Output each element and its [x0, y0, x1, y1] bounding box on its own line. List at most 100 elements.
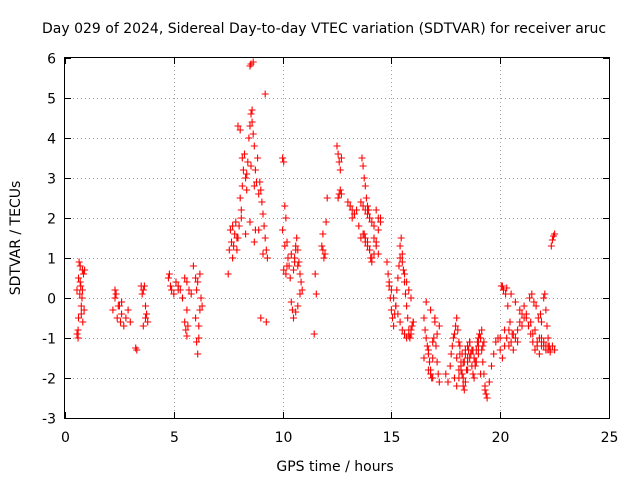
data-point	[80, 306, 88, 314]
data-point	[478, 346, 486, 354]
data-point	[281, 242, 289, 250]
data-point	[320, 254, 328, 262]
x-axis-label: GPS time / hours	[276, 459, 393, 475]
data-point	[362, 194, 370, 202]
data-point	[514, 326, 522, 334]
data-point	[374, 250, 382, 258]
data-point	[424, 366, 432, 374]
data-point	[525, 322, 532, 330]
data-point	[455, 374, 463, 382]
y-tick-label: 0	[47, 292, 56, 308]
data-point	[492, 338, 500, 346]
data-point	[453, 354, 461, 362]
data-point	[409, 318, 417, 326]
data-point	[225, 246, 233, 254]
data-point	[448, 342, 456, 350]
data-point	[233, 234, 241, 242]
data-point	[196, 270, 204, 278]
data-point	[396, 242, 404, 250]
data-point	[431, 314, 439, 322]
data-point	[359, 202, 367, 210]
data-point	[466, 354, 474, 362]
data-point	[296, 290, 304, 298]
data-point	[238, 182, 246, 190]
data-point	[398, 250, 406, 258]
data-point	[238, 154, 246, 162]
data-point	[401, 330, 408, 338]
data-point	[195, 334, 203, 342]
data-point	[361, 206, 369, 214]
data-point	[74, 334, 82, 342]
data-point	[394, 274, 402, 282]
data-point	[112, 290, 120, 298]
data-point	[430, 334, 438, 342]
data-point	[506, 318, 514, 326]
data-point	[261, 234, 269, 242]
data-point	[444, 378, 452, 386]
data-point	[335, 190, 343, 198]
data-point	[258, 198, 266, 206]
data-point	[170, 290, 178, 298]
data-point	[291, 254, 299, 262]
data-point	[392, 302, 400, 310]
data-point	[403, 302, 411, 310]
data-point	[234, 122, 242, 130]
data-point	[544, 334, 552, 342]
y-tick-label: -1	[42, 332, 56, 348]
data-point	[446, 362, 454, 370]
data-point	[229, 254, 237, 262]
data-point	[311, 270, 319, 278]
data-point	[144, 318, 152, 326]
data-point	[395, 262, 403, 270]
data-point	[458, 370, 466, 378]
data-point	[531, 326, 539, 334]
data-point	[164, 274, 172, 282]
data-point	[337, 154, 345, 162]
data-point	[281, 202, 289, 210]
data-point	[368, 218, 376, 226]
data-point	[401, 270, 408, 278]
data-point	[390, 322, 398, 330]
data-point	[242, 174, 250, 182]
data-point	[360, 230, 368, 238]
y-tick-label: -3	[42, 412, 56, 428]
data-point	[455, 338, 463, 346]
data-point	[473, 338, 481, 346]
data-point	[250, 238, 258, 246]
y-axis-label: SDTVAR / TECUs	[8, 181, 24, 296]
x-tick-label: 5	[170, 430, 179, 446]
data-point	[249, 130, 257, 138]
data-point	[461, 378, 469, 386]
data-point	[290, 314, 297, 322]
data-point	[296, 270, 304, 278]
data-point	[80, 270, 87, 278]
data-point	[483, 394, 491, 402]
data-point	[459, 382, 467, 390]
data-point	[126, 318, 134, 326]
data-point	[481, 386, 489, 394]
data-point	[198, 302, 206, 310]
data-point	[233, 246, 241, 254]
data-point	[73, 330, 81, 338]
data-point	[254, 154, 262, 162]
data-point	[111, 286, 119, 294]
data-point	[547, 242, 555, 250]
data-point	[259, 210, 267, 218]
data-point	[344, 198, 352, 206]
data-point	[184, 322, 192, 330]
data-point	[236, 194, 244, 202]
data-point	[479, 342, 487, 350]
data-point	[368, 258, 376, 266]
data-point	[183, 278, 191, 286]
data-point	[469, 346, 477, 354]
data-point	[334, 194, 342, 202]
data-point	[228, 238, 235, 246]
data-point	[75, 314, 82, 322]
data-point	[433, 330, 441, 338]
data-point	[165, 270, 173, 278]
data-point	[142, 302, 149, 310]
data-point	[120, 322, 128, 330]
data-point	[420, 354, 428, 362]
data-point	[370, 222, 378, 230]
data-point	[532, 302, 540, 310]
